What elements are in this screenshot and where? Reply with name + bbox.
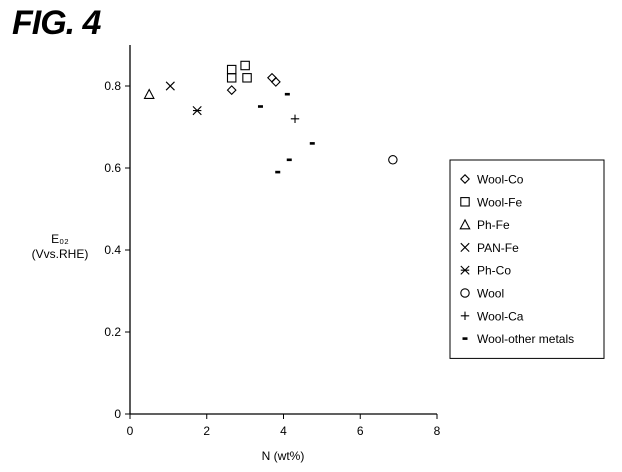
legend-label: Wool-Fe xyxy=(477,195,522,209)
x-axis-label: N (wt%) xyxy=(262,449,305,463)
square-marker xyxy=(227,65,235,73)
x-tick-label: 6 xyxy=(357,424,364,438)
dash-marker xyxy=(258,105,263,108)
dash-marker xyxy=(275,171,280,174)
y-axis-label-line1: E₀₂ xyxy=(51,232,69,246)
data-point-diamond xyxy=(268,74,276,82)
plus-marker xyxy=(291,115,299,123)
diamond-marker xyxy=(268,74,276,82)
diamond-marker xyxy=(272,78,280,86)
data-points xyxy=(144,61,397,173)
data-point-dash xyxy=(287,159,292,162)
data-point-square xyxy=(241,61,249,69)
y-tick-label: 0.2 xyxy=(104,325,121,339)
legend-label: Wool xyxy=(477,287,504,301)
data-point-dash xyxy=(310,142,315,145)
y-tick-label: 0.8 xyxy=(104,79,121,93)
dash-marker xyxy=(287,159,292,162)
x-tick-label: 8 xyxy=(434,424,441,438)
x-marker xyxy=(166,82,174,90)
legend-marker xyxy=(463,337,468,340)
ticks: 0 2 4 6 8 0 0.2 0.4 0.6 0.8 xyxy=(104,79,440,438)
data-point-diamond xyxy=(272,78,280,86)
x-tick-label: 0 xyxy=(127,424,134,438)
y-tick-label: 0.6 xyxy=(104,161,121,175)
triangle-marker xyxy=(144,90,153,99)
data-point-diamond xyxy=(227,86,235,94)
data-point-x xyxy=(166,82,174,90)
y-tick-label: 0 xyxy=(114,407,121,421)
circle-marker xyxy=(389,156,397,164)
legend-label: Ph-Fe xyxy=(477,218,510,232)
legend-label: Ph-Co xyxy=(477,264,511,278)
legend-label: Wool-Co xyxy=(477,173,524,187)
legend-label: PAN-Fe xyxy=(477,241,519,255)
legend-label: Wool-other metals xyxy=(477,332,574,346)
star-marker xyxy=(193,106,201,114)
dash-marker xyxy=(285,93,290,96)
axes xyxy=(130,45,437,414)
dash-marker xyxy=(310,142,315,145)
x-tick-label: 2 xyxy=(203,424,210,438)
legend-label: Wool-Ca xyxy=(477,309,524,323)
data-point-star xyxy=(193,106,201,114)
square-marker xyxy=(241,61,249,69)
legend: Wool-Co Wool-Fe Ph-Fe PAN-Fe Ph-Co Wool Wool-C… xyxy=(450,160,604,358)
data-point-dash xyxy=(275,171,280,174)
data-point-square xyxy=(227,74,235,82)
data-point-circle xyxy=(389,156,397,164)
y-tick-label: 0.4 xyxy=(104,243,121,257)
data-point-dash xyxy=(285,93,290,96)
dash-marker xyxy=(463,337,468,340)
square-marker xyxy=(227,74,235,82)
data-point-square xyxy=(227,65,235,73)
data-point-dash xyxy=(258,105,263,108)
x-tick-label: 4 xyxy=(280,424,287,438)
diamond-marker xyxy=(227,86,235,94)
data-point-triangle xyxy=(144,90,153,99)
y-axis-label-line2: (Vvs.RHE) xyxy=(32,247,89,261)
legend-box xyxy=(450,160,604,358)
data-point-plus xyxy=(291,115,299,123)
square-marker xyxy=(243,74,251,82)
data-point-square xyxy=(243,74,251,82)
